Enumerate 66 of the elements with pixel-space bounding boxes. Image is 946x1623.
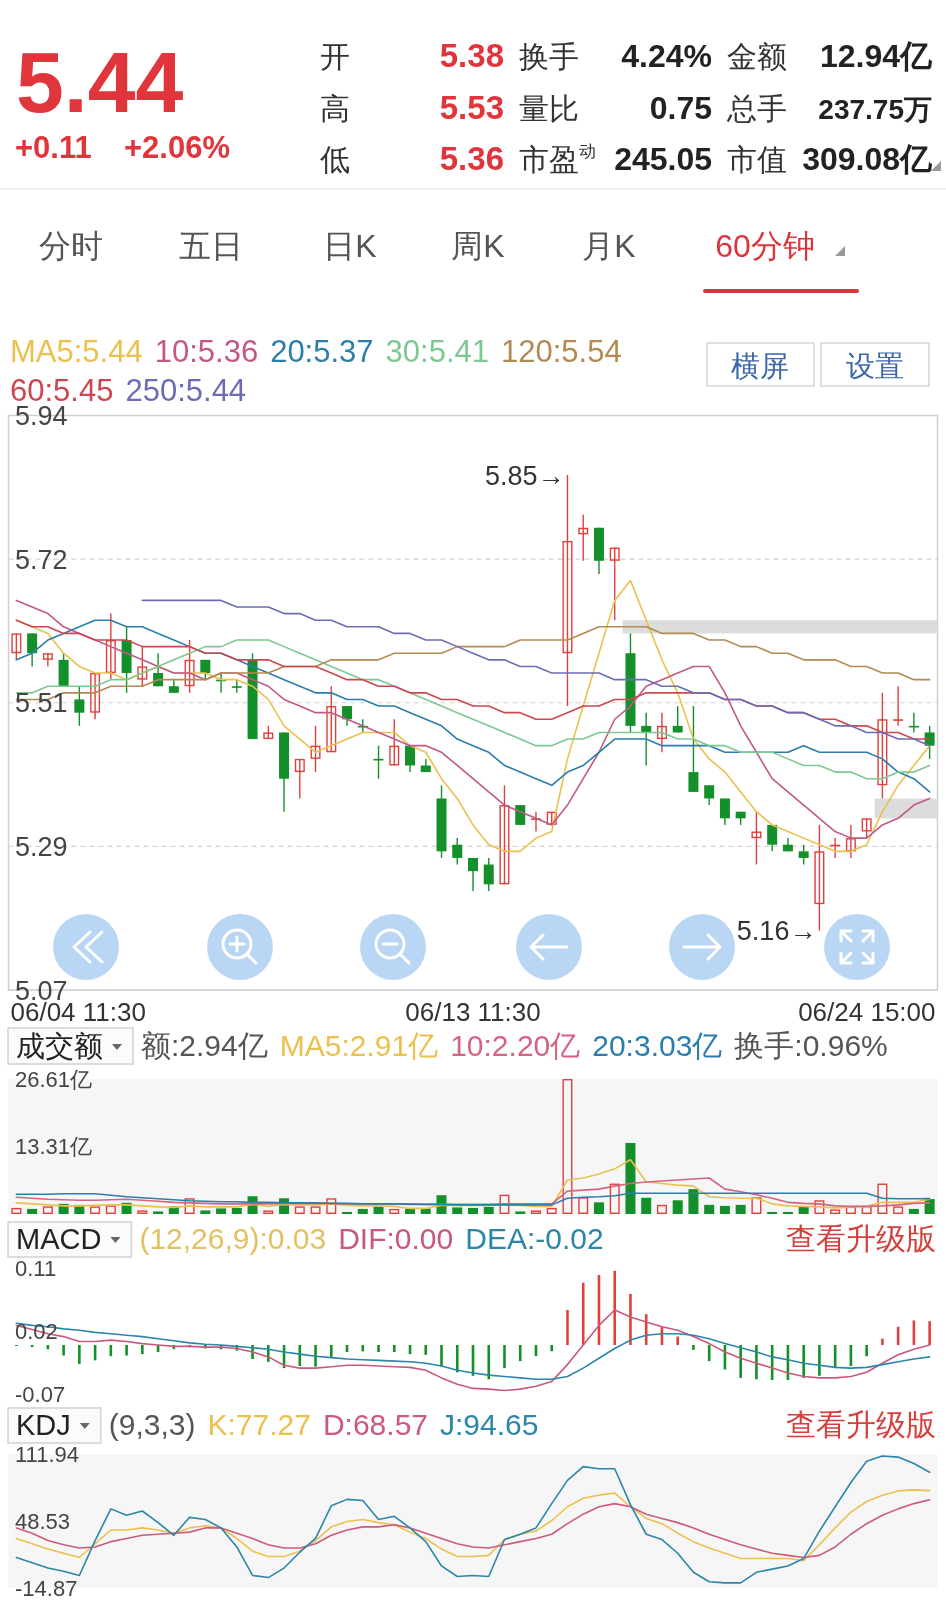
text: 5.44 — [16, 34, 184, 130]
chart-subtitle: (9,3,3) — [108, 1408, 196, 1441]
text: 周K — [451, 228, 505, 264]
text: K:77.27 — [207, 1408, 311, 1441]
text: 4.24% — [621, 38, 712, 74]
text: 250:5.44 — [125, 373, 247, 408]
text: 换手 — [519, 40, 579, 73]
text: D:68.57 — [322, 1408, 429, 1441]
text: 245.05 — [614, 141, 712, 177]
text: 分时 — [39, 228, 103, 264]
text: 20:5.37 — [270, 334, 374, 369]
text: 低 — [320, 143, 350, 176]
text: 0.75 — [649, 90, 712, 126]
text: DIF:0.00 — [338, 1222, 454, 1255]
annotation: 5.16→ — [736, 916, 817, 947]
text: 高 — [320, 92, 350, 125]
text: 月K — [582, 228, 636, 264]
text: 查看升级版 — [786, 1222, 936, 1255]
text: 总手 — [726, 92, 787, 125]
text: 30:5.41 — [385, 334, 490, 369]
text: 60分钟 — [715, 228, 815, 264]
text: 金额 — [727, 40, 787, 73]
text: 设置 — [846, 350, 904, 382]
y-tick-label: -14.87 — [15, 1575, 78, 1601]
text: MA5:2.91亿 — [279, 1029, 439, 1062]
series-label: J:94.65 — [440, 1408, 539, 1441]
text: 换手:0.96% — [734, 1029, 888, 1062]
text: 309.08亿 — [802, 141, 933, 177]
text: 10:5.36 — [154, 334, 259, 369]
text: 量比 — [519, 92, 579, 125]
y-tick-label: 13.31亿 — [15, 1134, 93, 1160]
text: 12.94亿 — [819, 38, 933, 74]
text: 10:2.20亿 — [450, 1029, 581, 1062]
y-tick-label: 26.61亿 — [15, 1066, 93, 1092]
text: 120:5.54 — [501, 334, 622, 369]
text: 20:3.03亿 — [592, 1029, 723, 1062]
y-tick-label: -0.07 — [15, 1381, 66, 1407]
y-tick-label: 111.94 — [15, 1441, 80, 1467]
y-tick-label: 5.94 — [15, 401, 68, 432]
text: +2.06% — [124, 130, 231, 165]
text: DEA:-0.02 — [465, 1222, 604, 1255]
text: 237.75万 — [818, 94, 932, 125]
text: 日K — [323, 228, 377, 264]
text: 5.38 — [439, 37, 504, 74]
chart-title: KDJ — [16, 1409, 71, 1441]
text: 5.53 — [439, 89, 504, 126]
text: 5.36 — [439, 140, 504, 177]
text: 查看升级版 — [786, 1408, 936, 1441]
text: 横屏 — [731, 350, 789, 382]
y-tick-label: 48.53 — [15, 1508, 71, 1534]
chart-subtitle: (12,26,9):0.03 — [139, 1222, 327, 1255]
text: 开 — [320, 40, 350, 73]
text: 市值 — [727, 143, 787, 176]
annotation: 5.85→ — [484, 460, 565, 491]
y-tick-label: 0.11 — [15, 1255, 57, 1281]
text: 06/13 11:30 — [405, 997, 541, 1027]
text: 五日 — [179, 228, 243, 264]
y-tick-label: 5.29 — [15, 832, 68, 863]
text: 市盈$^{动}$ — [519, 141, 596, 176]
chart-subtitle: 额:2.94亿 — [141, 1029, 268, 1062]
text: +0.11 — [15, 130, 92, 165]
text: MA5:5.44 — [10, 334, 143, 369]
y-tick-label: 5.72 — [15, 544, 68, 575]
chart-title: MACD — [16, 1223, 102, 1255]
text: 06/24 15:00 — [798, 997, 936, 1027]
chart-title: 成交额 — [16, 1030, 103, 1062]
